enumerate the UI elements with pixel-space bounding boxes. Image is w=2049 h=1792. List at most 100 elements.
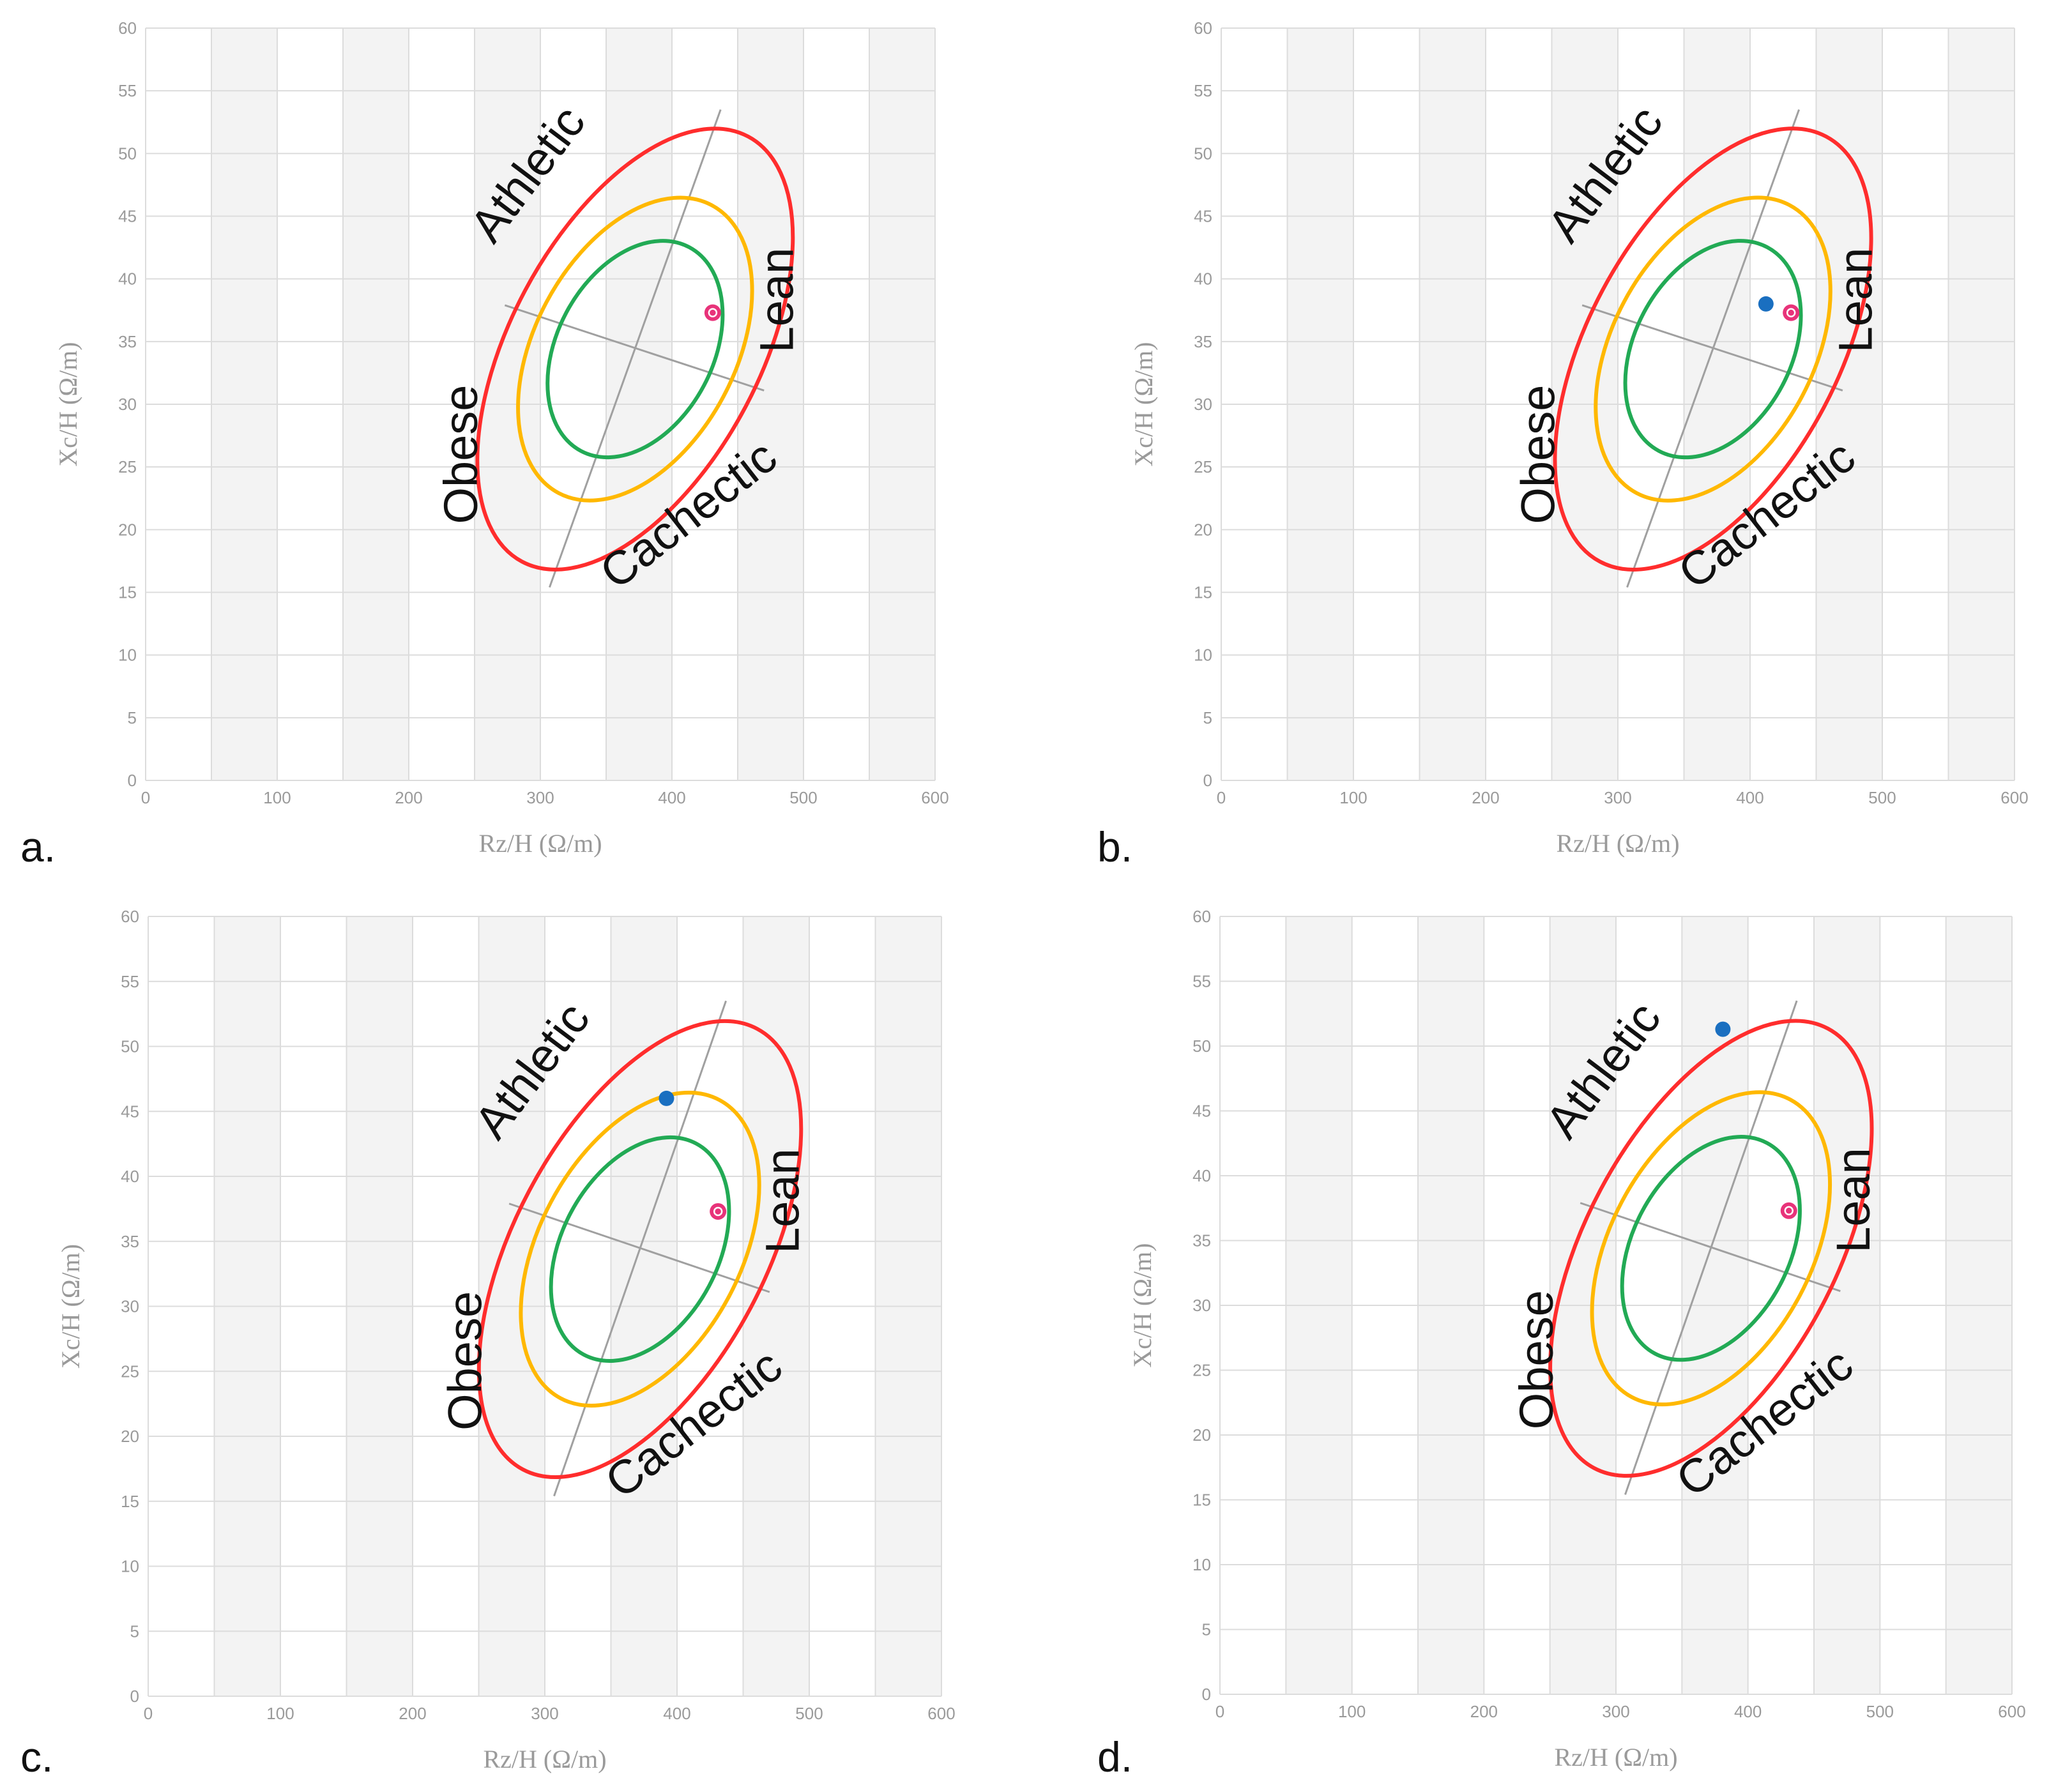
chart-panel-d: 0 100 200 300 400 500 600 0 5 10 15 20 25 30 35 40 45 50 5… [1024,896,2049,1792]
y-tick-label: 15 [1192,1491,1211,1510]
y-axis-title: Xc/H (Ω/m) [56,1244,85,1369]
y-tick-label: 40 [1194,270,1212,289]
ellipse-95-percent [1553,126,1873,572]
region-label-lean: Lean [1827,1148,1880,1253]
x-tick-label: 600 [921,788,948,807]
y-tick-label: 55 [121,972,139,991]
x-tick-label: 600 [2000,788,2028,807]
ellipse-50-percent [1620,1135,1802,1362]
y-tick-label: 50 [121,1037,139,1056]
ellipse-axis-line [1581,304,1843,391]
y-tick-label: 10 [1192,1555,1211,1574]
ellipse-95-percent [1548,1019,1874,1478]
y-tick-label: 45 [1192,1102,1211,1121]
y-tick-label: 45 [1194,207,1212,226]
chart-svg-a: 0 100 200 300 400 500 600 0 5 10 15 20 25 30 35 40 45 50 5… [54,19,949,858]
ellipse-axis-line [504,304,765,391]
y-tick-label: 5 [1202,1620,1211,1639]
y-tick-label: 60 [118,19,137,38]
y-tick-label: 5 [128,708,137,727]
panel-letter-d: d. [1097,1733,1133,1781]
chart-panel-b: 0 100 200 300 400 500 600 0 5 10 15 20 25 30 35 40 45 50 5… [1024,0,2049,896]
y-tick-label: 35 [1194,332,1212,351]
y-tick-label: 55 [118,81,137,100]
y-tick-label: 15 [1194,583,1212,602]
y-tick-label: 45 [121,1102,139,1121]
ellipse-50-percent [549,1135,731,1363]
x-axis-title: Rz/H (Ω/m) [1554,1743,1677,1772]
y-tick-label: 10 [118,646,137,665]
x-tick-label: 0 [1217,788,1226,807]
subject-point [1758,296,1774,312]
x-tick-label: 200 [1470,1702,1498,1721]
x-tick-label: 300 [531,1704,558,1723]
x-tick-label: 100 [266,1704,294,1723]
chart-svg-d: 0 100 200 300 400 500 600 0 5 10 15 20 25 30 35 40 45 50 5… [1128,907,2026,1772]
ellipse-axis-line [508,1203,770,1293]
y-tick-label: 15 [118,583,137,602]
region-label-lean: Lean [756,1148,809,1254]
chart-svg-b: 0 100 200 300 400 500 600 0 5 10 15 20 25 30 35 40 45 50 5… [1129,19,2029,858]
y-tick-label: 0 [128,771,137,790]
x-tick-label: 100 [263,788,291,807]
region-label-obese: Obese [434,385,487,524]
y-tick-label: 40 [1192,1166,1211,1185]
chart-panel-a: 0 100 200 300 400 500 600 0 5 10 15 20 25 30 35 40 45 50 5… [0,0,1024,896]
y-tick-label: 20 [121,1427,139,1446]
y-tick-label: 25 [121,1362,139,1381]
region-label-lean: Lean [1829,248,1882,353]
y-tick-label: 25 [1194,457,1212,476]
chart-svg-c: 0 100 200 300 400 500 600 0 5 10 15 20 25 30 35 40 45 50 5… [56,907,956,1773]
x-tick-label: 0 [1215,1702,1224,1721]
y-tick-label: 0 [1203,771,1212,790]
reference-point [1783,304,1800,321]
y-tick-label: 50 [1194,144,1212,163]
y-tick-label: 40 [121,1167,139,1186]
y-tick-label: 10 [1194,646,1212,665]
y-tick-label: 20 [1194,520,1212,539]
ellipse-95-percent [475,126,795,572]
x-tick-label: 500 [1866,1702,1894,1721]
y-tick-label: 60 [1194,19,1212,38]
chart-panel-c: 0 100 200 300 400 500 600 0 5 10 15 20 25 30 35 40 45 50 5… [0,896,1024,1792]
y-tick-label: 40 [118,270,137,289]
x-axis-title: Rz/H (Ω/m) [1556,829,1679,858]
y-tick-label: 0 [130,1687,139,1706]
y-tick-label: 35 [121,1232,139,1251]
y-tick-label: 30 [118,395,137,414]
x-tick-label: 400 [663,1704,690,1723]
reference-point-ring [1784,1206,1794,1216]
y-tick-label: 30 [1194,395,1212,414]
subject-point [1715,1021,1731,1037]
x-tick-label: 400 [658,788,685,807]
reference-point-ring [1786,308,1796,317]
y-tick-label: 0 [1202,1685,1211,1704]
x-tick-label: 100 [1338,1702,1366,1721]
x-tick-label: 600 [1998,1702,2025,1721]
panel-letter-b: b. [1097,823,1133,870]
x-tick-label: 200 [1472,788,1499,807]
reference-point [704,304,721,321]
y-tick-label: 60 [1192,907,1211,926]
x-tick-label: 300 [1604,788,1631,807]
x-tick-label: 500 [795,1704,823,1723]
ellipse-75-percent [516,195,754,503]
x-tick-label: 0 [144,1704,153,1723]
region-label-obese: Obese [1510,1290,1563,1429]
ellipse-axis-line [1580,1202,1841,1293]
y-tick-label: 30 [1192,1296,1211,1315]
y-tick-label: 25 [118,457,137,476]
y-tick-label: 25 [1192,1361,1211,1380]
y-tick-label: 20 [118,520,137,539]
y-tick-label: 35 [118,332,137,351]
reference-point [710,1203,727,1220]
region-label-obese: Obese [439,1291,492,1431]
x-tick-label: 500 [789,788,817,807]
y-tick-label: 55 [1194,81,1212,100]
ellipse-75-percent [1594,195,1832,503]
x-tick-label: 600 [927,1704,955,1723]
y-axis-title: Xc/H (Ω/m) [54,342,82,466]
ellipse-50-percent [545,239,725,460]
region-label-obese: Obese [1512,385,1565,524]
y-tick-label: 55 [1192,972,1211,991]
